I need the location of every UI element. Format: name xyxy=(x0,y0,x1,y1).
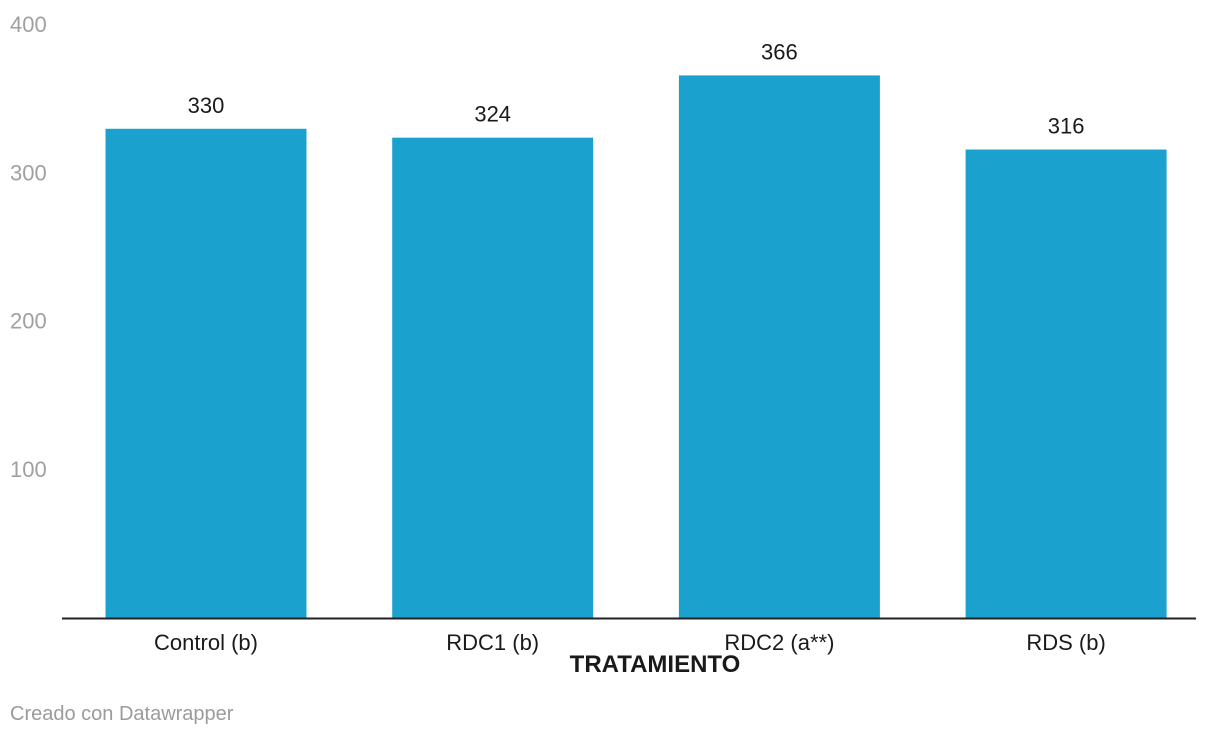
bar-value-label: 330 xyxy=(188,93,225,118)
bar xyxy=(392,137,594,619)
bar xyxy=(965,149,1167,618)
x-axis-title: TRATAMIENTO xyxy=(570,651,741,678)
bar xyxy=(678,75,880,618)
y-tick-label: 300 xyxy=(10,160,47,185)
bar-value-label: 316 xyxy=(1048,114,1085,139)
x-tick-label: Control (b) xyxy=(154,630,258,655)
y-tick-label: 200 xyxy=(10,309,47,334)
y-tick-label: 100 xyxy=(10,457,47,482)
x-tick-label: RDS (b) xyxy=(1026,630,1105,655)
x-tick-label: RDC2 (a**) xyxy=(724,630,834,655)
y-tick-label: 400 xyxy=(10,12,47,37)
footer-credit[interactable]: Creado con Datawrapper xyxy=(10,703,234,725)
bar-value-label: 324 xyxy=(474,102,511,127)
bar-value-label: 366 xyxy=(761,39,798,64)
bar xyxy=(105,128,307,618)
x-tick-label: RDC1 (b) xyxy=(446,630,539,655)
